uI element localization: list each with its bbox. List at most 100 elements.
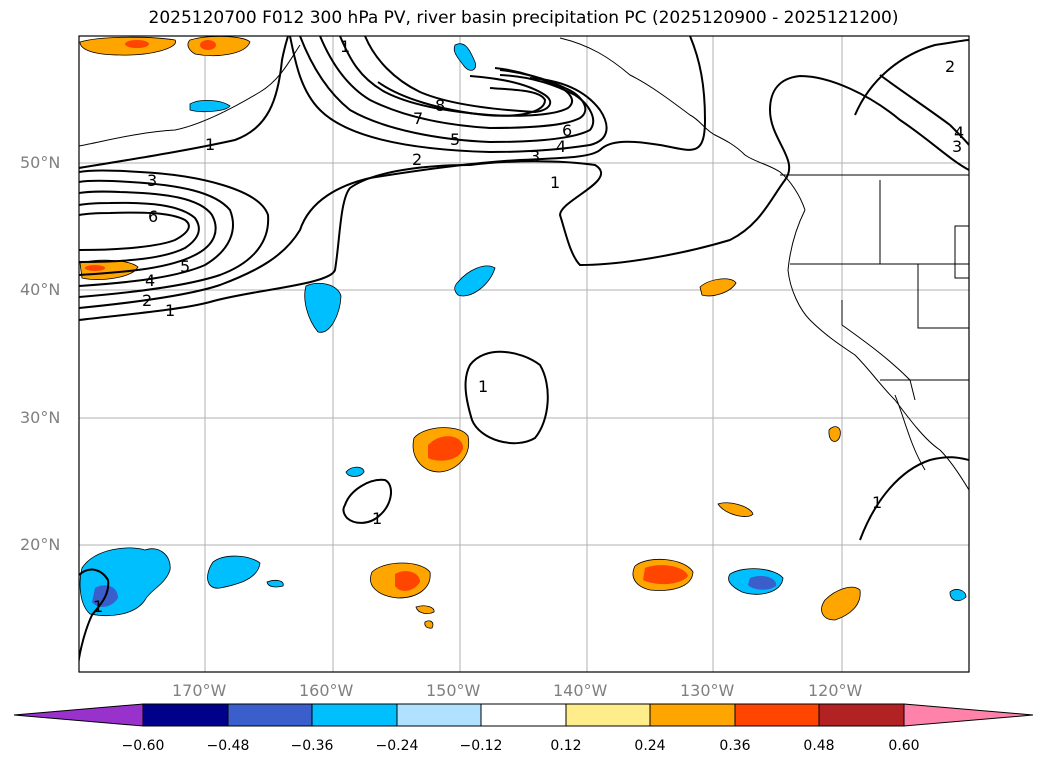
colorbar-tick-label: −0.12 <box>459 738 503 754</box>
colorbar-tick-label: −0.48 <box>206 738 250 754</box>
map-frame <box>78 35 970 673</box>
colorbar-tick-label: 0.48 <box>803 738 835 754</box>
precip-blob-positive <box>424 620 434 629</box>
contour-label: 4 <box>556 137 566 156</box>
precip-blob-positive <box>821 586 861 621</box>
colorbar-tick-label: −0.36 <box>290 738 334 754</box>
colorbar-bin <box>565 703 651 727</box>
precip-blob-negative <box>189 100 231 113</box>
colorbar-extend-left <box>13 703 144 727</box>
pv-contour <box>859 456 969 541</box>
precip-blob-negative <box>304 282 342 333</box>
contour-label: 3 <box>147 171 157 190</box>
lat-label: 40°N <box>20 280 61 299</box>
pv-contour <box>79 568 110 666</box>
contour-label: 1 <box>872 493 882 512</box>
colorbar-bin <box>480 703 567 727</box>
colorbar-bin <box>396 703 482 727</box>
precip-core <box>200 40 216 50</box>
contour-label: 1 <box>205 135 215 154</box>
colorbar <box>13 703 1034 727</box>
contour-label: 6 <box>562 121 572 140</box>
colorbar-extend-right <box>903 703 1034 727</box>
precip-core <box>748 575 777 590</box>
precip-core <box>125 40 149 48</box>
contour-label: 7 <box>413 109 423 128</box>
pv-contour <box>79 179 234 287</box>
contour-label: 3 <box>530 147 540 166</box>
contour-label: 2 <box>945 57 955 76</box>
lon-label: 150°W <box>426 681 481 700</box>
contour-label: 2 <box>142 291 152 310</box>
pv-contour <box>464 350 549 445</box>
lon-label: 130°W <box>680 681 735 700</box>
pv-contour <box>319 36 587 130</box>
precip-shading <box>79 36 967 629</box>
lat-label: 50°N <box>20 153 61 172</box>
pv-contour <box>299 36 595 144</box>
colorbar-bin <box>227 703 313 727</box>
precip-blob-positive <box>828 426 841 442</box>
precip-blob-negative <box>207 555 261 589</box>
pv-contour <box>377 81 547 117</box>
lon-label: 140°W <box>553 681 608 700</box>
colorbar-bin <box>818 703 905 727</box>
colorbar-tick-label: 0.12 <box>550 738 582 754</box>
colorbar-bin <box>734 703 820 727</box>
colorbar-tick-label: −0.24 <box>375 738 419 754</box>
contour-label: 1 <box>550 173 560 192</box>
contour-label: 5 <box>180 257 190 276</box>
contour-label: 1 <box>165 301 175 320</box>
colorbar-bin <box>311 703 398 727</box>
lon-label: 160°W <box>299 681 354 700</box>
map-title: 2025120700 F012 300 hPa PV, river basin … <box>148 8 899 28</box>
gridlines <box>79 36 969 672</box>
pv-contour <box>79 211 190 251</box>
precip-blob-negative <box>345 466 365 477</box>
contour-label: 4 <box>954 123 964 142</box>
pv-contour <box>79 74 969 321</box>
colorbar-tick-label: −0.60 <box>121 738 165 754</box>
precip-blob-negative <box>454 265 496 297</box>
precip-blob-positive <box>717 502 754 517</box>
contour-label: 1 <box>93 597 103 616</box>
colorbar-bin <box>142 703 229 727</box>
precip-core <box>395 571 420 591</box>
precip-blob-positive <box>415 605 435 614</box>
contour-label: 6 <box>148 207 158 226</box>
contour-label: 2 <box>412 150 422 169</box>
lon-label: 170°W <box>172 681 227 700</box>
precip-core <box>643 565 688 585</box>
precip-core <box>428 436 463 461</box>
contour-labels: 1 1 1 1 2 2 2 3 3 3 4 4 4 5 5 6 6 7 8 1 … <box>93 37 964 616</box>
contour-label: 1 <box>478 377 488 396</box>
lat-label: 20°N <box>20 535 61 554</box>
contour-label: 8 <box>435 96 445 115</box>
lat-label: 30°N <box>20 408 61 427</box>
pv-contour <box>79 36 289 169</box>
pv-contour <box>289 36 608 154</box>
precip-blob-negative <box>266 579 284 588</box>
pv-contour <box>879 74 969 146</box>
pv-contour <box>79 190 217 276</box>
pv-contour <box>79 36 707 309</box>
pv-contour <box>342 478 392 524</box>
contour-label: 4 <box>145 271 155 290</box>
colorbar-tick-label: 0.36 <box>719 738 751 754</box>
contour-label: 3 <box>952 137 962 156</box>
pv-contours <box>79 36 969 666</box>
colorbar-bin <box>649 703 736 727</box>
precip-blob-negative <box>949 589 967 602</box>
lon-label: 120°W <box>808 681 863 700</box>
colorbar-tick-label: 0.24 <box>634 738 666 754</box>
pv-contour <box>854 39 969 116</box>
precip-core <box>85 265 105 271</box>
contour-label: 1 <box>340 37 350 56</box>
contour-label: 5 <box>450 130 460 149</box>
pv-contour <box>364 36 552 114</box>
precip-blob-positive <box>187 36 251 56</box>
precip-blob-negative <box>453 43 477 71</box>
contour-label: 1 <box>372 509 382 528</box>
colorbar-tick-label: 0.60 <box>888 738 920 754</box>
